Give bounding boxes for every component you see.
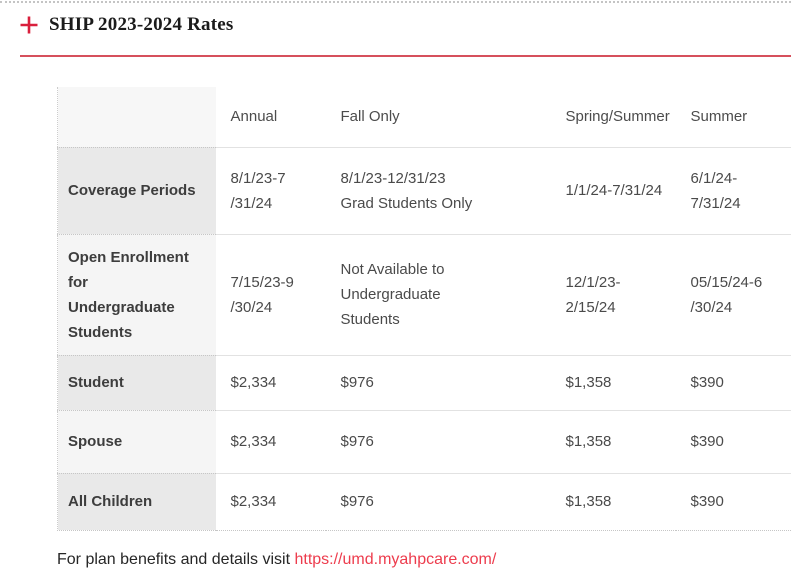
table-cell: $390 <box>676 473 791 530</box>
row-label: Student <box>58 355 216 410</box>
table-cell: 7/15/23-9 /30/24 <box>216 234 326 355</box>
column-header-spring-summer: Spring/Summer <box>551 87 676 147</box>
table-cell: $1,358 <box>551 355 676 410</box>
table-cell: 8/1/23-12/31/23 Grad Students Only <box>326 147 551 234</box>
plus-icon <box>20 16 38 34</box>
table-row-all-children: All Children $2,334 $976 $1,358 $390 <box>58 473 791 530</box>
column-header-summer: Summer <box>676 87 791 147</box>
table-row-open-enrollment: Open Enrollment for Undergraduate Studen… <box>58 234 791 355</box>
myahpcare-link[interactable]: https://umd.myahpcare.com/ <box>294 551 496 568</box>
row-label: Open Enrollment for Undergraduate Studen… <box>58 234 216 355</box>
accordion-header-ship-rates[interactable]: SHIP 2023-2024 Rates <box>0 0 791 37</box>
table-cell: $2,334 <box>216 410 326 473</box>
table-cell: $1,358 <box>551 473 676 530</box>
table-cell: 6/1/24-7/31/24 <box>676 147 791 234</box>
table-cell: $390 <box>676 355 791 410</box>
table-cell: $1,358 <box>551 410 676 473</box>
ship-rates-table: Annual Fall Only Spring/Summer Summer Co… <box>57 87 791 531</box>
table-cell: $976 <box>326 355 551 410</box>
table-cell: 1/1/24-7/31/24 <box>551 147 676 234</box>
table-cell: 12/1/23-2/15/24 <box>551 234 676 355</box>
plan-details-note: For plan benefits and details visit http… <box>57 549 791 571</box>
column-header-fall-only: Fall Only <box>326 87 551 147</box>
table-cell: 05/15/24-6 /30/24 <box>676 234 791 355</box>
table-cell: $390 <box>676 410 791 473</box>
table-header-row: Annual Fall Only Spring/Summer Summer <box>58 87 791 147</box>
accordion-red-underline <box>20 55 791 57</box>
plan-details-note-text: For plan benefits and details visit <box>57 551 294 568</box>
section-top-dotted-divider <box>0 1 791 3</box>
row-label: Spouse <box>58 410 216 473</box>
row-label: Coverage Periods <box>58 147 216 234</box>
table-row-coverage-periods: Coverage Periods 8/1/23-7 /31/24 8/1/23-… <box>58 147 791 234</box>
table-cell: $2,334 <box>216 473 326 530</box>
table-cell: 8/1/23-7 /31/24 <box>216 147 326 234</box>
accordion-title: SHIP 2023-2024 Rates <box>49 13 234 37</box>
table-row-spouse: Spouse $2,334 $976 $1,358 $390 <box>58 410 791 473</box>
table-cell: $976 <box>326 410 551 473</box>
table-row-student: Student $2,334 $976 $1,358 $390 <box>58 355 791 410</box>
table-cell: $976 <box>326 473 551 530</box>
row-label: All Children <box>58 473 216 530</box>
table-corner-cell <box>58 87 216 147</box>
table-cell: $2,334 <box>216 355 326 410</box>
column-header-annual: Annual <box>216 87 326 147</box>
table-cell: Not Available to Undergraduate Students <box>326 234 551 355</box>
